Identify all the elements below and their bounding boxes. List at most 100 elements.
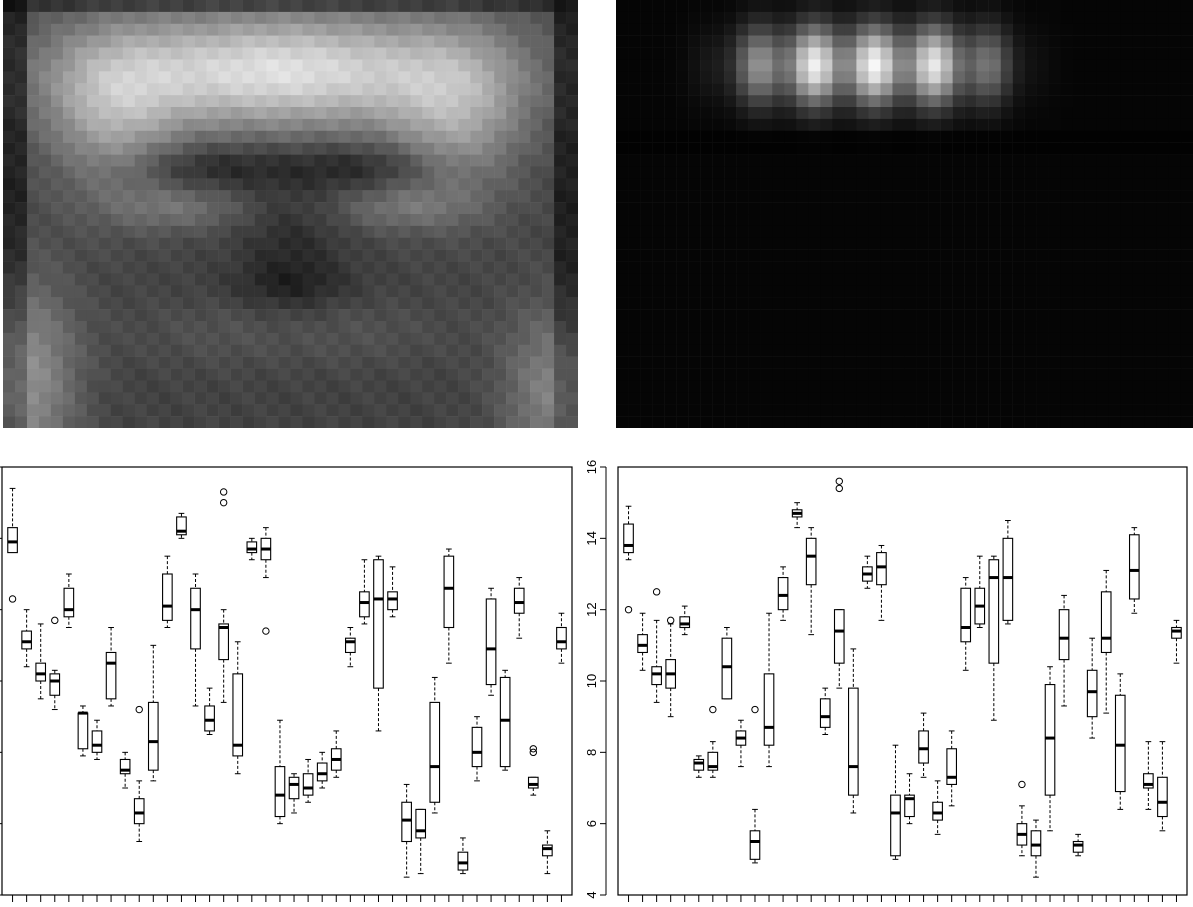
face-pixel <box>374 11 387 25</box>
band-pixel <box>796 95 809 108</box>
face-pixel <box>146 107 159 120</box>
band-pixel <box>928 190 941 203</box>
box-body <box>679 616 691 629</box>
face-pixel <box>434 23 447 36</box>
face-pixel <box>278 225 291 239</box>
band-pixel <box>808 23 821 36</box>
band-pixel <box>640 178 653 191</box>
face-pixel <box>422 332 435 346</box>
face-pixel <box>446 130 459 143</box>
face-pixel <box>410 368 423 381</box>
band-pixel <box>832 130 845 143</box>
face-pixel <box>542 321 555 334</box>
band-pixel <box>1180 83 1193 96</box>
face-pixel <box>506 404 519 417</box>
face-pixel <box>566 35 578 48</box>
face-pixel <box>554 344 567 357</box>
face-pixel <box>134 107 147 120</box>
box-39 <box>1157 741 1168 832</box>
face-pixel <box>266 190 279 203</box>
band-pixel <box>904 261 917 274</box>
face-pixel <box>182 332 195 346</box>
band-pixel <box>796 285 809 298</box>
face-pixel <box>458 0 471 13</box>
face-pixel <box>434 214 447 227</box>
face-pixel <box>386 118 399 132</box>
face-pixel <box>554 130 567 143</box>
face-pixel <box>446 118 459 132</box>
band-pixel <box>1084 142 1098 155</box>
face-pixel <box>290 380 303 393</box>
band-pixel <box>1156 71 1170 84</box>
face-pixel <box>14 154 28 167</box>
face-pixel <box>566 71 578 84</box>
face-pixel <box>98 142 112 155</box>
band-pixel <box>1036 356 1049 369</box>
band-pixel <box>1072 142 1086 155</box>
band-pixel <box>1120 261 1134 274</box>
band-pixel <box>712 237 725 250</box>
face-pixel <box>230 285 243 298</box>
face-pixel <box>314 416 327 428</box>
band-pixel <box>880 23 893 36</box>
face-pixel <box>3 35 16 48</box>
band-pixel <box>904 83 917 96</box>
face-pixel <box>506 332 519 346</box>
band-pixel <box>1084 332 1098 346</box>
face-pixel <box>98 404 112 417</box>
face-pixel <box>62 202 76 215</box>
face-pixel <box>350 23 363 36</box>
face-pixel <box>266 23 279 36</box>
band-pixel <box>940 47 953 60</box>
band-pixel <box>664 142 677 155</box>
face-pixel <box>158 142 171 155</box>
band-pixel <box>880 368 893 381</box>
face-pixel <box>218 368 231 381</box>
band-pixel <box>640 380 653 393</box>
box-31 <box>429 676 441 814</box>
face-pixel <box>146 178 159 191</box>
face-pixel <box>566 166 578 179</box>
band-pixel <box>820 297 833 310</box>
face-pixel <box>458 225 471 239</box>
face-pixel <box>362 59 375 72</box>
face-pixel <box>554 35 567 48</box>
face-pixel <box>122 404 136 417</box>
face-pixel <box>482 273 495 286</box>
face-pixel <box>410 0 423 13</box>
band-pixel <box>1000 392 1013 405</box>
band-pixel <box>676 332 689 346</box>
face-pixel <box>122 237 136 250</box>
box-body <box>162 573 173 621</box>
band-pixel <box>1096 11 1110 25</box>
face-pixel <box>518 107 531 120</box>
band-pixel <box>712 71 725 84</box>
face-pixel <box>410 321 423 334</box>
band-pixel <box>916 380 929 393</box>
face-pixel <box>182 142 195 155</box>
face-pixel <box>434 118 447 132</box>
band-pixel <box>628 190 641 203</box>
band-pixel <box>904 130 917 143</box>
face-pixel <box>230 344 243 357</box>
band-pixel <box>952 142 965 155</box>
band-pixel <box>988 118 1001 132</box>
face-pixel <box>314 83 327 96</box>
face-pixel <box>242 368 255 381</box>
face-pixel <box>422 225 435 239</box>
band-pixel <box>808 95 821 108</box>
band-pixel <box>868 35 881 48</box>
band-pixel <box>616 47 629 60</box>
face-pixel <box>134 154 147 167</box>
face-pixel <box>110 404 124 417</box>
face-pixel <box>518 214 531 227</box>
band-pixel <box>724 107 737 120</box>
band-pixel <box>1024 309 1037 322</box>
band-pixel <box>1024 368 1037 381</box>
band-pixel <box>892 332 905 346</box>
face-pixel <box>398 130 411 143</box>
face-pixel <box>290 0 303 13</box>
band-pixel <box>1084 202 1098 215</box>
face-pixel <box>158 261 171 274</box>
face-pixel <box>506 261 519 274</box>
